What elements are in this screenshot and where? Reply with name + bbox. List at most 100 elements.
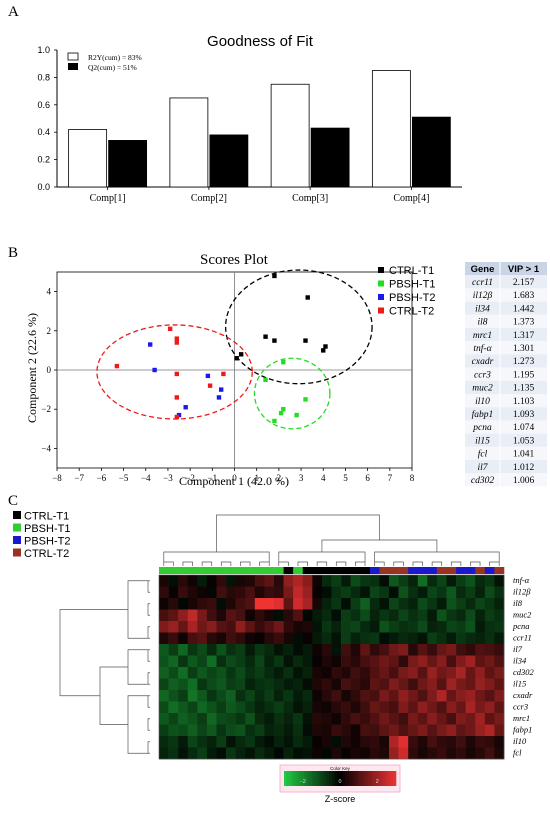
heatmap-cell xyxy=(283,701,294,714)
heatmap-cell xyxy=(312,644,323,656)
heatmap-cell xyxy=(341,678,351,691)
color-key-segment xyxy=(359,771,363,786)
vip-row-bg xyxy=(465,380,547,394)
heatmap-cell xyxy=(456,586,466,599)
heatmap-cell xyxy=(408,609,419,622)
vip-value: 2.157 xyxy=(513,278,535,288)
heatmap-cell xyxy=(446,736,457,748)
heatmap-cell xyxy=(159,690,169,702)
heatmap-cell xyxy=(293,655,304,668)
heatmap-cell xyxy=(446,655,457,668)
heatmap-cell xyxy=(321,678,332,691)
heatmap-cell xyxy=(389,632,399,645)
heatmap-cell xyxy=(178,724,189,737)
heatmap-cell xyxy=(360,736,371,748)
heatmap-cell xyxy=(226,586,236,599)
heatmap-column-group-bar xyxy=(427,567,438,574)
heatmap-cell xyxy=(283,644,294,656)
heatmap-cell xyxy=(293,575,304,587)
color-key-tick: −2 xyxy=(300,779,306,785)
heatmap-cell xyxy=(216,609,227,622)
heatmap-cell xyxy=(398,621,409,633)
scatter-point xyxy=(272,273,277,279)
heatmap-column-group-bar xyxy=(341,567,351,574)
heatmap-column-group-bar xyxy=(398,567,409,574)
heatmap-cell xyxy=(197,736,208,748)
heatmap-cell xyxy=(408,655,419,668)
heatmap-cell xyxy=(197,724,208,737)
heatmap-row-label: il7 xyxy=(513,644,523,654)
scatter-point xyxy=(174,414,180,420)
heatmap-cell xyxy=(494,667,505,679)
vip-row-bg xyxy=(465,354,547,368)
heatmap-cell xyxy=(274,621,284,633)
heatmap-cell xyxy=(475,736,486,748)
heatmap-cell xyxy=(446,609,457,622)
bar-q2 xyxy=(108,140,148,188)
heatmap-cell xyxy=(484,621,495,633)
color-key-title: Color Key xyxy=(330,766,351,771)
heatmap-cell xyxy=(235,575,246,587)
heatmap-cell xyxy=(293,621,304,633)
heatmap-cell xyxy=(274,667,284,679)
heatmap-cell xyxy=(465,598,476,610)
heatmap-cell xyxy=(187,598,198,610)
color-key-segment xyxy=(387,771,391,786)
heatmap-cell xyxy=(283,632,294,645)
heatmap-cell xyxy=(321,736,332,748)
heatmap-column-group-bar xyxy=(389,567,399,574)
heatmap-cell xyxy=(446,667,457,679)
heatmap-cell xyxy=(235,621,246,633)
heatmap-cell xyxy=(456,690,466,702)
heatmap-cell xyxy=(417,621,428,633)
heatmap-cell xyxy=(312,586,323,599)
heatmap-cell xyxy=(350,678,361,691)
heatmap-cell xyxy=(321,713,332,725)
vip-value: 1.074 xyxy=(513,423,535,433)
heatmap-cell xyxy=(321,690,332,702)
heatmap-cell xyxy=(446,621,457,633)
bar-category-label: Comp[4] xyxy=(393,193,429,204)
heatmap-cell xyxy=(494,632,505,645)
heatmap-cell xyxy=(226,724,236,737)
heatmap-cell xyxy=(350,667,361,679)
heatmap-cell xyxy=(360,632,371,645)
heatmap-row-label: mrc1 xyxy=(513,713,530,723)
scatter-x-tick-label: −8 xyxy=(52,473,62,483)
heatmap-cell xyxy=(302,586,313,599)
heatmap-cell xyxy=(274,724,284,737)
vip-value: 1.006 xyxy=(513,476,535,486)
heatmap-cell xyxy=(408,667,419,679)
scatter-point xyxy=(321,348,326,353)
heatmap-cell xyxy=(465,724,476,737)
heatmap-cell xyxy=(302,713,313,725)
heatmap-cell xyxy=(465,678,476,691)
heatmap-cell xyxy=(226,644,236,656)
heatmap-cell xyxy=(321,667,332,679)
heatmap-cell xyxy=(331,575,342,587)
goodness-of-fit-chart: Goodness of Fit R2Y(cum) = 83% Q2(cum) =… xyxy=(37,33,462,204)
heatmap-cell xyxy=(254,667,265,679)
heatmap-cell xyxy=(456,713,466,725)
heatmap-cell xyxy=(417,701,428,714)
heatmap-cell xyxy=(274,575,284,587)
heatmap-cell xyxy=(254,598,265,610)
heatmap-cell xyxy=(178,667,189,679)
heatmap-cell xyxy=(465,747,476,760)
bar-chart-title: Goodness of Fit xyxy=(207,33,314,50)
heatmap-cell xyxy=(245,598,256,610)
heatmap-cell xyxy=(216,621,227,633)
heatmap-cell xyxy=(312,575,323,587)
heatmap-cell xyxy=(206,701,217,714)
heatmap-column-group-bar xyxy=(417,567,428,574)
scatter-x-tick-label: 3 xyxy=(299,473,304,483)
heatmap-cell xyxy=(226,713,236,725)
heatmap-cell xyxy=(465,667,476,679)
heatmap-cell xyxy=(341,575,351,587)
heatmap-cell xyxy=(254,655,265,668)
heatmap-cell xyxy=(264,713,275,725)
heatmap-legend-label: CTRL-T2 xyxy=(24,548,69,560)
heatmap-cell xyxy=(321,632,332,645)
scatter-x-tick-label: 8 xyxy=(410,473,415,483)
heatmap-cell xyxy=(226,667,236,679)
